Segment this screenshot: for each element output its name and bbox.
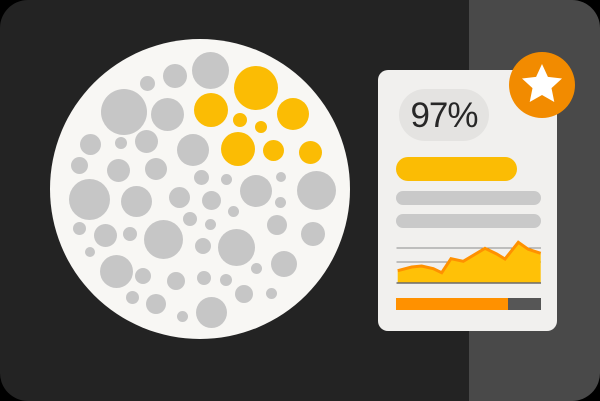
bubble: [298, 141, 322, 164]
bubble: [145, 293, 166, 314]
star-icon: [522, 64, 562, 102]
bubble: [263, 139, 284, 161]
bubble: [115, 136, 127, 149]
bubble: [191, 51, 229, 89]
bubble: [144, 219, 183, 259]
bubble: [135, 268, 151, 284]
highlight-bar: [396, 157, 517, 181]
bubble: [121, 185, 152, 217]
bubble: [194, 237, 211, 254]
bubble: [72, 222, 86, 235]
bubble: [162, 64, 187, 88]
bubble: [233, 112, 247, 127]
bubble: [205, 218, 216, 230]
progress-bar: [396, 298, 541, 310]
bubble: [250, 263, 262, 274]
bubble: [234, 284, 253, 303]
bubble: [221, 132, 255, 166]
bubble: [228, 206, 239, 217]
text-line-bar-1: [396, 191, 541, 205]
progress-remainder: [507, 298, 541, 310]
bubble: [93, 223, 117, 247]
bubble: [266, 215, 287, 235]
bubble: [151, 97, 184, 131]
bubble: [197, 270, 211, 285]
bubble: [255, 121, 267, 133]
bubble: [176, 311, 188, 322]
bubble: [297, 170, 336, 210]
sparkline-chart: [396, 240, 542, 284]
bubble: [202, 191, 221, 210]
bubble: [275, 197, 286, 208]
bubble: [122, 226, 137, 241]
bubble: [218, 228, 255, 266]
bubble: [70, 156, 88, 174]
report-card: 97%: [378, 70, 557, 331]
bubble: [300, 221, 325, 246]
bubble: [275, 172, 286, 182]
bubble: [195, 296, 227, 328]
bubble: [194, 92, 228, 127]
bubble: [177, 134, 209, 166]
bubble: [183, 211, 197, 226]
bubble-circle: [50, 39, 350, 339]
bubble: [126, 290, 139, 304]
bubble: [220, 174, 232, 185]
text-line-bar-2: [396, 214, 541, 228]
bubble: [234, 65, 278, 110]
bubble: [266, 288, 277, 299]
score-value: 97%: [410, 95, 478, 135]
bubble: [100, 255, 133, 288]
bubble: [240, 174, 272, 207]
bubble: [140, 75, 155, 91]
bubble: [168, 186, 190, 208]
progress-fill: [396, 298, 508, 310]
bubble: [220, 273, 232, 286]
bubble: [166, 271, 185, 290]
bubble: [193, 170, 209, 185]
bubble: [100, 88, 147, 135]
bubble: [145, 158, 167, 180]
star-badge: [509, 52, 575, 118]
bubble: [134, 129, 158, 153]
bubble: [85, 246, 95, 257]
score-pill: 97%: [399, 89, 489, 141]
bubble: [276, 98, 309, 130]
bubble: [270, 250, 297, 277]
bubble: [69, 178, 110, 220]
bubble: [106, 158, 130, 182]
bubble: [80, 133, 101, 155]
